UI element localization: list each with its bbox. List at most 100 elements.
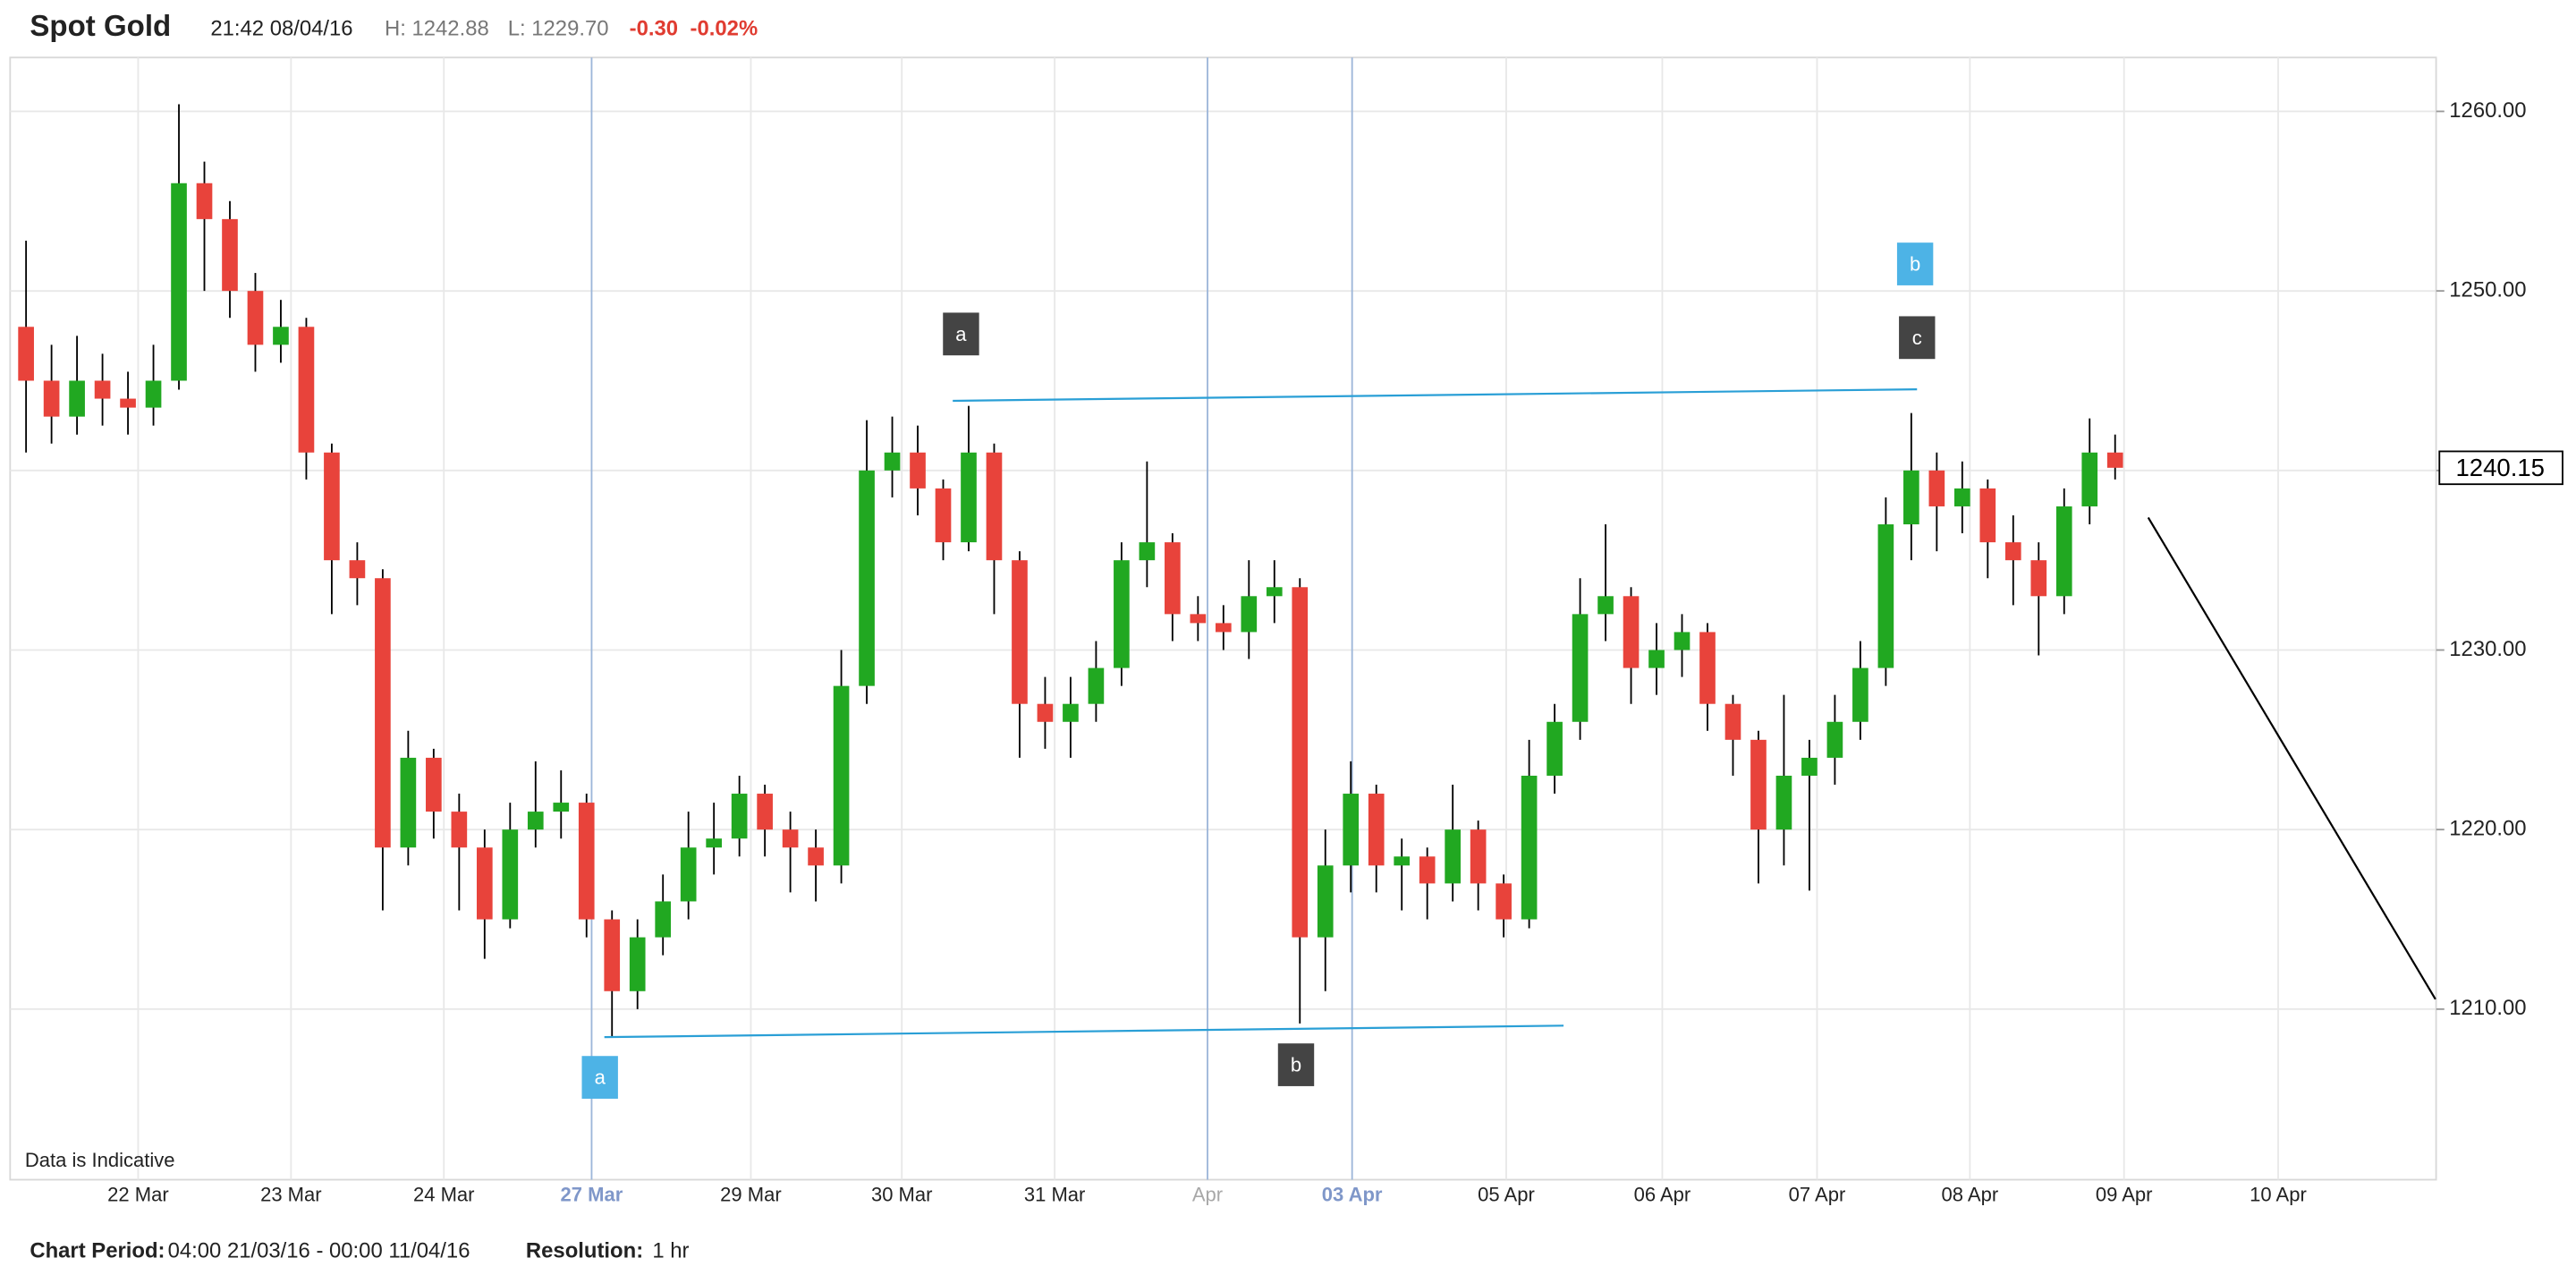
wave-label: b bbox=[1291, 1054, 1301, 1076]
wave-label-box bbox=[581, 1056, 618, 1099]
candle-body bbox=[1750, 739, 1767, 830]
candle-body bbox=[1496, 883, 1512, 920]
candle-body bbox=[1317, 865, 1334, 938]
candle-body bbox=[120, 398, 136, 408]
candle-body bbox=[400, 757, 417, 848]
candle-body bbox=[1445, 829, 1461, 884]
candle-body bbox=[1597, 596, 1614, 615]
high-value: H: 1242.88 bbox=[385, 16, 489, 40]
candle-body bbox=[655, 901, 672, 938]
x-tick-label: 27 Mar bbox=[561, 1184, 623, 1206]
candle-body bbox=[145, 380, 162, 408]
candle-body bbox=[1266, 587, 1283, 597]
chart-title: Spot Gold bbox=[30, 10, 171, 43]
candle-body bbox=[1037, 703, 1054, 722]
candle-body bbox=[43, 380, 60, 417]
candle-body bbox=[451, 812, 468, 848]
candle-body bbox=[1139, 542, 1156, 561]
candle-body bbox=[578, 803, 595, 920]
candle-body bbox=[2055, 506, 2072, 597]
period-label: Chart Period: bbox=[30, 1239, 165, 1263]
x-tick-label: 23 Mar bbox=[260, 1184, 322, 1206]
low-value: L: 1229.70 bbox=[508, 16, 609, 40]
candle-body bbox=[298, 327, 315, 453]
candle-body bbox=[1190, 614, 1207, 624]
candle-body bbox=[1215, 623, 1232, 633]
x-tick-label: 06 Apr bbox=[1634, 1184, 1691, 1206]
candle-body bbox=[782, 829, 799, 848]
y-tick-label: 1260.00 bbox=[2449, 98, 2526, 123]
trendline bbox=[2147, 516, 2436, 1000]
candle-body bbox=[1343, 794, 1360, 866]
trendline bbox=[604, 1024, 1564, 1039]
candle-body bbox=[1368, 794, 1385, 866]
candle-body bbox=[1979, 488, 1996, 543]
candle-body bbox=[1546, 721, 1563, 776]
candle-body bbox=[961, 452, 977, 543]
wave-label: b bbox=[1910, 253, 1920, 276]
candle-body bbox=[69, 380, 85, 417]
candle-body bbox=[1063, 703, 1079, 722]
candle-body bbox=[1165, 542, 1181, 615]
candle-body bbox=[1470, 829, 1487, 884]
candle-body bbox=[833, 685, 850, 866]
candle-body bbox=[884, 452, 901, 471]
candle-body bbox=[1928, 470, 1945, 506]
candle-body bbox=[1852, 667, 1868, 722]
candle-body bbox=[273, 327, 289, 345]
y-tick-label: 1230.00 bbox=[2449, 637, 2526, 661]
candle-body bbox=[196, 183, 213, 219]
candle-body bbox=[986, 452, 1003, 561]
candle-body bbox=[1674, 632, 1690, 650]
candle-body bbox=[1699, 632, 1716, 704]
candle-body bbox=[1903, 470, 1919, 525]
candle-body bbox=[349, 560, 366, 579]
candle-body bbox=[757, 794, 773, 830]
candle-body bbox=[1012, 560, 1028, 704]
last-price-box bbox=[2438, 450, 2563, 486]
candle-body bbox=[2004, 542, 2021, 561]
y-tick-label: 1250.00 bbox=[2449, 277, 2526, 302]
change-pct: -0.02% bbox=[691, 16, 758, 40]
y-tick-label: 1210.00 bbox=[2449, 996, 2526, 1020]
candle-body bbox=[1775, 775, 1792, 830]
x-tick-label: 09 Apr bbox=[2096, 1184, 2153, 1206]
candle-body bbox=[502, 829, 519, 920]
candle-body bbox=[706, 838, 722, 848]
candle-body bbox=[1877, 524, 1894, 668]
plot-frame bbox=[9, 56, 2437, 1181]
x-tick-label: 24 Mar bbox=[413, 1184, 475, 1206]
candle-body bbox=[2106, 452, 2123, 468]
candle-body bbox=[1801, 757, 1818, 776]
candle-body bbox=[1241, 596, 1258, 633]
candle-body bbox=[910, 452, 926, 489]
wave-label: c bbox=[1912, 327, 1922, 349]
period: 04:00 21/03/16 - 00:00 11/04/16 bbox=[168, 1239, 470, 1263]
candle-body bbox=[1292, 587, 1309, 938]
candle-body bbox=[604, 919, 621, 991]
candle-body bbox=[1114, 560, 1130, 668]
y-tick-label: 1220.00 bbox=[2449, 816, 2526, 840]
candle-body bbox=[1648, 650, 1665, 668]
candle-body bbox=[476, 847, 493, 920]
candle-body bbox=[1419, 856, 1436, 884]
wave-label: a bbox=[955, 323, 967, 345]
wave-label-box bbox=[1899, 316, 1936, 360]
candle-body bbox=[553, 803, 570, 812]
x-tick-label: 22 Mar bbox=[107, 1184, 169, 1206]
resolution-label: Resolution: bbox=[526, 1239, 643, 1263]
wave-label-box bbox=[1896, 242, 1934, 285]
x-tick-label: 30 Mar bbox=[871, 1184, 933, 1206]
x-tick-label: 05 Apr bbox=[1478, 1184, 1535, 1206]
candle-body bbox=[94, 380, 111, 399]
trendline bbox=[953, 388, 1918, 403]
change: -0.30 bbox=[630, 16, 678, 40]
last-price: 1240.15 bbox=[2455, 454, 2545, 481]
wave-label: a bbox=[595, 1067, 606, 1089]
candle-body bbox=[171, 183, 187, 381]
candle-body bbox=[426, 757, 442, 812]
resolution: 1 hr bbox=[652, 1239, 689, 1263]
candle-body bbox=[1623, 596, 1640, 668]
candle-body bbox=[1826, 721, 1843, 758]
